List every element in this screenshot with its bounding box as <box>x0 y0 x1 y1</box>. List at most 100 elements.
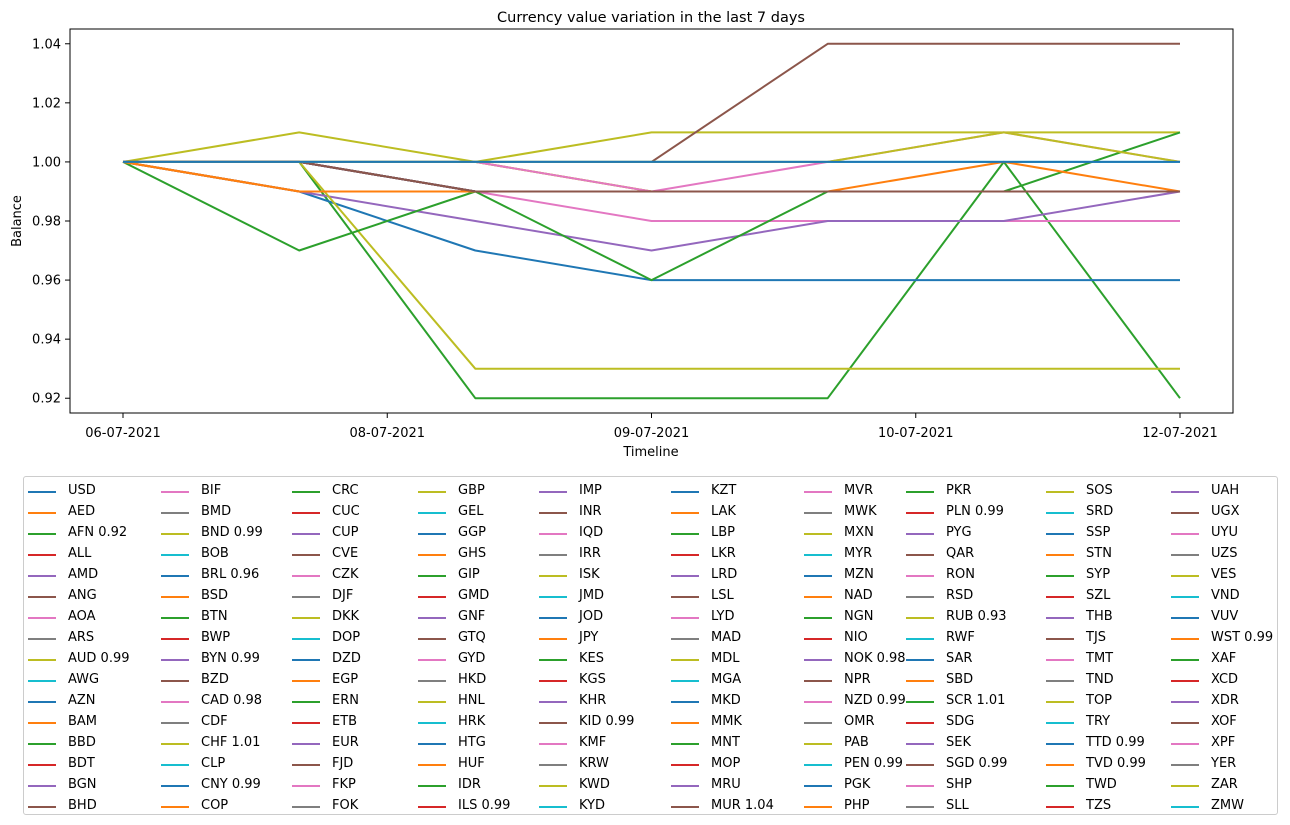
legend-swatch <box>292 638 320 640</box>
legend-label: MAD <box>711 630 742 645</box>
legend-swatch <box>292 680 320 682</box>
legend-label: GNF <box>458 609 486 624</box>
legend-label: ZAR <box>1211 777 1238 792</box>
legend-swatch <box>671 680 699 682</box>
legend-swatch <box>292 575 320 577</box>
legend-label: EGP <box>332 672 359 687</box>
legend-swatch <box>418 617 446 619</box>
legend-label: MNT <box>711 735 740 750</box>
legend-swatch <box>804 680 832 682</box>
legend-label: CRC <box>332 483 359 498</box>
legend-swatch <box>292 659 320 661</box>
legend-swatch <box>161 596 189 598</box>
legend-swatch <box>671 554 699 556</box>
legend-label: KWD <box>579 777 610 792</box>
legend-swatch <box>161 659 189 661</box>
legend-swatch <box>418 533 446 535</box>
legend-swatch <box>418 722 446 724</box>
legend-swatch <box>1046 512 1074 514</box>
legend-swatch <box>1171 743 1199 745</box>
legend-swatch <box>804 596 832 598</box>
legend-label: COP <box>201 798 229 813</box>
legend-swatch <box>292 764 320 766</box>
series-line-nok <box>122 160 1181 252</box>
legend-swatch <box>1171 659 1199 661</box>
legend-swatch <box>1046 743 1074 745</box>
legend-swatch <box>418 701 446 703</box>
legend-label: BAM <box>68 714 98 729</box>
legend-swatch <box>28 617 56 619</box>
legend-swatch <box>418 764 446 766</box>
legend-swatch <box>804 743 832 745</box>
legend-swatch <box>161 764 189 766</box>
legend-label: BGN <box>68 777 97 792</box>
legend-label: BZD <box>201 672 229 687</box>
legend-label: KYD <box>579 798 606 813</box>
y-tick-label: 1.02 <box>32 96 61 111</box>
legend-swatch <box>1046 659 1074 661</box>
y-tick-label: 1.04 <box>32 37 61 52</box>
legend-label: QAR <box>946 546 975 561</box>
legend-swatch <box>1046 575 1074 577</box>
legend-swatch <box>906 680 934 682</box>
legend-swatch <box>161 491 189 493</box>
legend-label: JPY <box>579 630 599 645</box>
legend-label: XAF <box>1211 651 1237 666</box>
legend-swatch <box>418 785 446 787</box>
legend-swatch <box>906 596 934 598</box>
legend-label: THB <box>1086 609 1113 624</box>
legend-swatch <box>906 554 934 556</box>
legend-swatch <box>161 701 189 703</box>
legend-label: NZD 0.99 <box>844 693 906 708</box>
legend-swatch <box>539 638 567 640</box>
legend-label: EUR <box>332 735 359 750</box>
legend-swatch <box>418 554 446 556</box>
legend-label: SBD <box>946 672 974 687</box>
legend-label: KRW <box>579 756 609 771</box>
legend-swatch <box>28 638 56 640</box>
legend-label: DJF <box>332 588 354 603</box>
legend-swatch <box>539 617 567 619</box>
legend-label: XPF <box>1211 735 1236 750</box>
legend-swatch <box>804 764 832 766</box>
legend-label: SLL <box>946 798 969 813</box>
legend-label: JOD <box>579 609 604 624</box>
legend-swatch <box>418 512 446 514</box>
legend-label: PYG <box>946 525 972 540</box>
legend-label: BWP <box>201 630 231 645</box>
legend-label: UZS <box>1211 546 1238 561</box>
legend-swatch <box>418 806 446 808</box>
legend-label: CLP <box>201 756 226 771</box>
legend-label: MUR 1.04 <box>711 798 774 813</box>
legend-swatch <box>292 596 320 598</box>
legend-swatch <box>1171 533 1199 535</box>
legend-label: INR <box>579 504 602 519</box>
legend-label: MZN <box>844 567 874 582</box>
legend-label: OMR <box>844 714 875 729</box>
legend-swatch <box>671 743 699 745</box>
legend-swatch <box>418 743 446 745</box>
legend-label: DOP <box>332 630 361 645</box>
legend-label: BDT <box>68 756 95 771</box>
legend-swatch <box>1171 575 1199 577</box>
legend-label: GIP <box>458 567 480 582</box>
legend-swatch <box>292 491 320 493</box>
legend-swatch <box>161 785 189 787</box>
legend-swatch <box>1046 806 1074 808</box>
series-line-scr <box>122 131 1181 282</box>
legend-swatch <box>804 533 832 535</box>
x-axis-ticks: 06-07-2021 08-07-2021 09-07-2021 10-07-2021… <box>85 413 1218 441</box>
legend-swatch <box>906 533 934 535</box>
legend-swatch <box>292 701 320 703</box>
legend-label: BND 0.99 <box>201 525 263 540</box>
legend-label: GEL <box>458 504 484 519</box>
legend-label: GMD <box>458 588 490 603</box>
legend-label: BOB <box>201 546 229 561</box>
legend-label: TMT <box>1086 651 1114 666</box>
legend-swatch <box>539 764 567 766</box>
legend-label: SYP <box>1086 567 1111 582</box>
legend-label: PKR <box>946 483 972 498</box>
legend-swatch <box>1171 596 1199 598</box>
legend-swatch <box>1046 491 1074 493</box>
legend-swatch <box>539 806 567 808</box>
